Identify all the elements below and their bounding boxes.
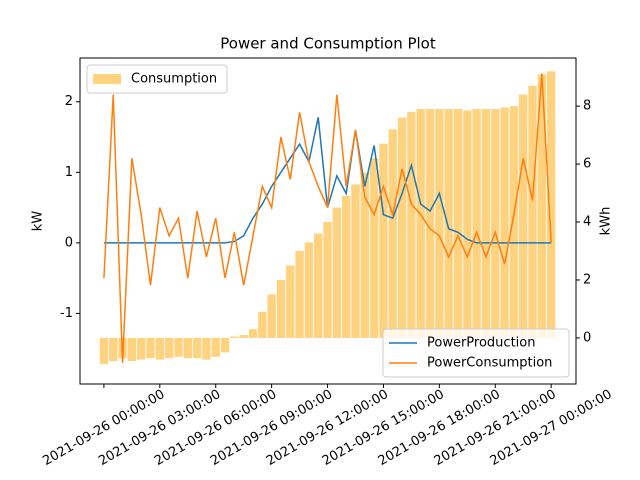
bar (360, 172, 369, 338)
legend-label: PowerProduction (427, 336, 535, 351)
bar (146, 337, 155, 359)
bar (481, 109, 491, 338)
chart-title: Power and Consumption Plot (220, 35, 436, 53)
bar (211, 337, 220, 357)
bar (528, 85, 537, 338)
bar (304, 242, 314, 338)
bar (546, 71, 556, 338)
bar (491, 109, 500, 338)
bar (174, 337, 183, 357)
legend: Consumption (86, 64, 228, 94)
y-tick-label: 1 (65, 165, 73, 180)
y2-axis-label: kWh (599, 207, 614, 236)
bar (351, 184, 360, 338)
bar (472, 109, 481, 338)
legend: PowerProduction PowerConsumption (382, 328, 570, 378)
y-axis-label: kW (31, 211, 46, 232)
bar (99, 337, 109, 365)
y2-tick-label: 0 (583, 330, 591, 345)
legend-label: PowerConsumption (427, 356, 552, 371)
bar (258, 311, 267, 338)
bar (295, 250, 304, 338)
bar (164, 337, 174, 359)
y-tick-label: 0 (65, 235, 73, 250)
bar (220, 337, 230, 353)
bar (369, 158, 379, 338)
y-tick-label: 2 (65, 94, 73, 109)
bar (519, 94, 528, 338)
bar (286, 265, 295, 338)
bar (314, 233, 323, 338)
legend-box (382, 328, 570, 378)
bar (453, 109, 463, 338)
legend-box (86, 64, 228, 94)
bar (341, 195, 351, 338)
bar (183, 337, 192, 359)
bar (537, 74, 547, 338)
legend-swatch (93, 74, 121, 84)
bar (276, 279, 286, 338)
bar (127, 337, 137, 362)
bar (500, 107, 509, 338)
bar (509, 106, 519, 338)
bar (230, 336, 239, 338)
y-tick-label: -1 (60, 306, 73, 321)
y2-tick-label: 4 (583, 215, 591, 230)
bar (192, 337, 202, 359)
line (103, 73, 552, 363)
bar (379, 143, 388, 338)
y2-tick-label: 6 (583, 157, 591, 172)
bar (332, 207, 342, 338)
bar (435, 109, 444, 338)
bar (267, 294, 276, 338)
bar (425, 109, 435, 338)
bar (202, 337, 211, 360)
bar (109, 337, 118, 362)
bar (407, 111, 416, 338)
legend-label: Consumption (131, 72, 217, 87)
bar (323, 222, 332, 338)
bar (155, 337, 165, 360)
bar (416, 109, 425, 338)
bar (463, 110, 472, 338)
bar (136, 337, 146, 360)
y2-tick-label: 2 (583, 272, 591, 287)
bar (397, 117, 407, 338)
y2-tick-label: 8 (583, 99, 591, 114)
bar (239, 335, 248, 338)
bar (444, 109, 453, 338)
bar (248, 329, 258, 338)
bar (388, 129, 397, 338)
